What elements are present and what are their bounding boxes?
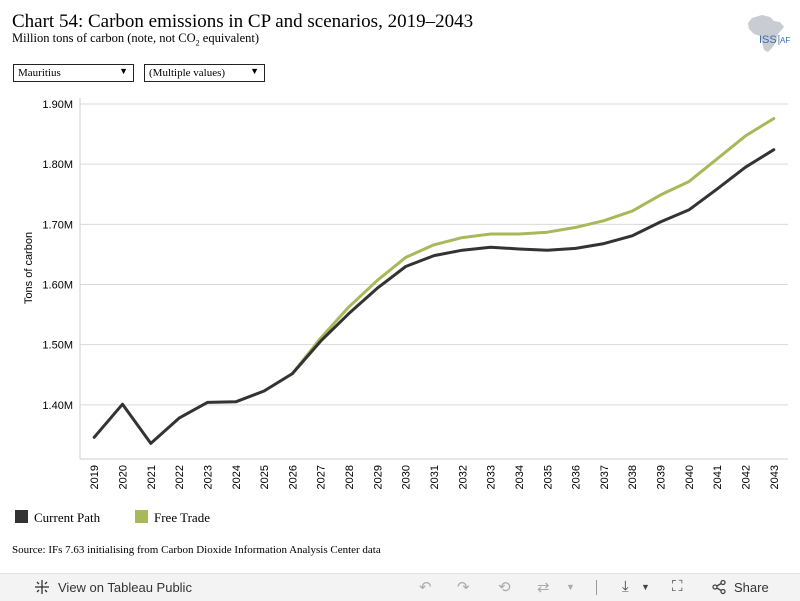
- x-tick-label: 2040: [684, 465, 696, 489]
- x-tick-label: 2023: [202, 465, 214, 489]
- country-filter-value: Mauritius: [18, 67, 61, 79]
- share-label: Share: [734, 579, 769, 595]
- x-tick-label: 2034: [514, 465, 526, 489]
- x-tick-label: 2043: [769, 465, 781, 489]
- y-axis-ticks: 1.40M 1.50M 1.60M 1.70M 1.80M 1.90M: [42, 99, 73, 412]
- x-tick-label: 2025: [259, 465, 271, 489]
- x-tick-label: 2042: [741, 465, 753, 489]
- x-tick-label: 2038: [627, 465, 639, 489]
- legend-item-free-trade[interactable]: Free Trade: [135, 510, 210, 526]
- toolbar-divider: [596, 580, 597, 595]
- x-tick-label: 2027: [316, 465, 328, 489]
- x-tick-label: 2039: [656, 465, 668, 489]
- y-tick-label: 1.50M: [42, 340, 73, 352]
- y-tick-label: 1.70M: [42, 219, 73, 231]
- x-tick-label: 2021: [146, 465, 158, 489]
- undo-icon[interactable]: ↶: [419, 579, 432, 596]
- y-tick-label: 1.80M: [42, 159, 73, 171]
- subtitle-text: Million tons of carbon (note, not CO: [12, 31, 196, 45]
- revert-icon[interactable]: ⟲: [498, 579, 511, 596]
- x-tick-label: 2020: [117, 465, 129, 489]
- chevron-down-icon[interactable]: ▼: [641, 582, 650, 592]
- x-tick-label: 2030: [401, 465, 413, 489]
- view-on-tableau-link[interactable]: View on Tableau Public: [34, 579, 192, 595]
- legend-swatch-free-trade: [135, 510, 148, 523]
- x-tick-label: 2033: [486, 465, 498, 489]
- logo-text-af: AF: [780, 36, 790, 45]
- x-tick-label: 2022: [174, 465, 186, 489]
- share-icon: [712, 579, 726, 595]
- x-tick-label: 2036: [571, 465, 583, 489]
- issafrica-logo: ISS AF: [748, 15, 790, 52]
- x-tick-label: 2024: [231, 465, 243, 489]
- x-tick-label: 2032: [457, 465, 469, 489]
- y-tick-label: 1.40M: [42, 400, 73, 412]
- chart-title: Chart 54: Carbon emissions in CP and sce…: [12, 11, 474, 32]
- x-tick-label: 2035: [542, 465, 554, 489]
- x-tick-label: 2041: [712, 465, 724, 489]
- x-tick-label: 2028: [344, 465, 356, 489]
- y-tick-label: 1.60M: [42, 280, 73, 292]
- scenario-filter-value: (Multiple values): [149, 67, 226, 79]
- y-axis-label: Tons of carbon: [23, 232, 35, 304]
- chevron-down-icon: ▼: [119, 66, 128, 76]
- series-line-current-path[interactable]: [92, 148, 776, 445]
- x-tick-label: 2037: [599, 465, 611, 489]
- legend-label-free-trade: Free Trade: [154, 510, 210, 525]
- download-icon[interactable]: ⤓: [622, 578, 629, 595]
- chevron-down-icon: ▼: [250, 66, 259, 76]
- logo-text-iss: ISS: [759, 34, 777, 46]
- scenario-filter-dropdown[interactable]: (Multiple values) ▼: [144, 64, 265, 82]
- subtitle-text-end: equivalent): [199, 31, 260, 45]
- series-line-free-trade[interactable]: [290, 117, 776, 376]
- x-tick-label: 2019: [89, 465, 101, 489]
- x-tick-label: 2026: [287, 465, 299, 489]
- chevron-down-icon[interactable]: ▼: [566, 582, 575, 592]
- chart-subtitle: Million tons of carbon (note, not CO2 eq…: [12, 31, 259, 48]
- fullscreen-icon[interactable]: ⛶: [672, 578, 683, 595]
- view-on-tableau-label: View on Tableau Public: [58, 579, 192, 595]
- source-note: Source: IFs 7.63 initialising from Carbo…: [12, 544, 381, 556]
- refresh-icon[interactable]: ⇄: [537, 579, 550, 596]
- y-tick-label: 1.90M: [42, 99, 73, 111]
- legend-swatch-current-path: [15, 510, 28, 523]
- tableau-toolbar: View on Tableau Public ↶ ↷ ⟲ ⇄ ▼ ⤓ ▼ ⛶ S…: [0, 573, 800, 601]
- legend-item-current-path[interactable]: Current Path: [15, 510, 100, 526]
- tableau-icon: [35, 580, 49, 594]
- x-tick-label: 2029: [372, 465, 384, 489]
- series-lines: [92, 117, 776, 445]
- legend-label-current-path: Current Path: [34, 510, 101, 525]
- share-button[interactable]: Share: [711, 579, 769, 595]
- country-filter-dropdown[interactable]: Mauritius ▼: [13, 64, 134, 82]
- subtitle-subscript: 2: [195, 38, 200, 48]
- x-axis-ticks: 2019 2020 2021 2022 2023 2024 2025 2026 2027 2028…: [89, 465, 781, 489]
- x-tick-label: 2031: [429, 465, 441, 489]
- redo-icon[interactable]: ↷: [457, 579, 470, 596]
- grid-lines: [79, 98, 788, 460]
